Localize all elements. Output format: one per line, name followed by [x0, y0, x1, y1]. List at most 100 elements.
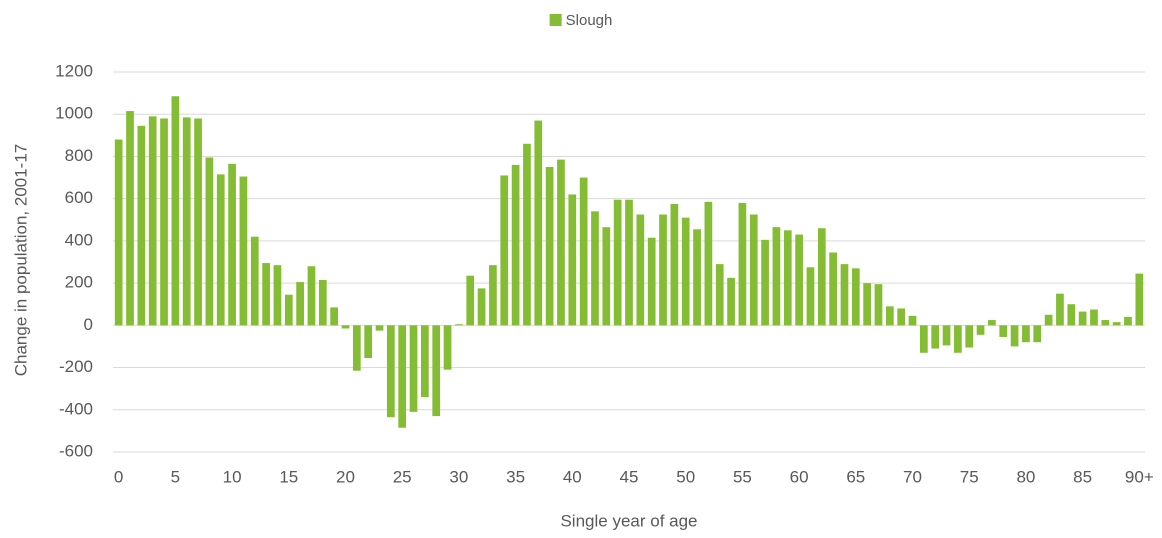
y-tick-label: 400: [65, 230, 93, 249]
bar: [250, 236, 259, 326]
y-tick-label: 1200: [55, 61, 93, 80]
y-tick-label: 0: [84, 315, 93, 334]
bar: [602, 227, 611, 326]
bar: [954, 325, 962, 353]
bar: [432, 325, 441, 417]
bar: [670, 203, 679, 326]
bar: [375, 325, 384, 331]
bar: [148, 116, 157, 326]
x-tick-label: 15: [279, 467, 298, 486]
x-tick-label: 50: [676, 467, 695, 486]
bar: [1022, 325, 1030, 343]
bar: [262, 263, 270, 326]
legend-label: Slough: [566, 12, 613, 29]
bar: [579, 177, 588, 326]
bar: [477, 288, 486, 326]
bar: [398, 325, 407, 428]
bar: [1044, 314, 1053, 326]
bar: [965, 325, 974, 348]
bar: [806, 267, 815, 326]
bar: [908, 315, 917, 326]
bar: [1135, 273, 1144, 326]
x-tick-label: 55: [733, 467, 752, 486]
x-tick-label: 45: [620, 467, 639, 486]
x-tick-label: 90+: [1125, 467, 1154, 486]
x-tick-label: 25: [393, 467, 412, 486]
bar: [1056, 293, 1064, 326]
x-tick-label: 35: [506, 467, 525, 486]
bar: [988, 320, 996, 326]
x-tick-label: 70: [903, 467, 922, 486]
y-axis-label: Change in population, 2001-17: [11, 144, 30, 377]
bar: [591, 211, 599, 326]
x-tick-label: 20: [336, 467, 355, 486]
bar: [466, 275, 475, 326]
x-axis-label: Single year of age: [560, 511, 697, 530]
bar: [228, 163, 236, 326]
bar: [885, 306, 894, 326]
bar: [636, 214, 645, 326]
bar: [613, 199, 622, 326]
bar: [216, 174, 225, 326]
bar: [659, 214, 667, 326]
bar: [772, 227, 781, 326]
y-tick-label: 200: [65, 273, 93, 292]
x-tick-label: 40: [563, 467, 582, 486]
bar: [511, 164, 520, 326]
bar: [715, 264, 724, 326]
bar: [352, 325, 361, 371]
x-tick-label: 65: [846, 467, 865, 486]
bar: [284, 294, 293, 326]
y-tick-label: -400: [59, 399, 93, 418]
bar: [545, 167, 554, 326]
bar: [931, 325, 940, 349]
bar: [126, 111, 134, 326]
y-tick-label: -200: [59, 357, 93, 376]
bar: [976, 325, 985, 335]
x-tick-label: 5: [171, 467, 180, 486]
x-tick-label: 10: [223, 467, 242, 486]
bar: [489, 265, 497, 326]
bar: [942, 325, 951, 346]
bar: [330, 307, 338, 326]
bar: [761, 239, 769, 326]
x-tick-label: 75: [960, 467, 979, 486]
y-tick-label: -600: [59, 441, 93, 460]
bar: [194, 118, 202, 326]
bar: [783, 230, 792, 326]
bar: [693, 229, 701, 326]
bar: [625, 199, 633, 326]
bar: [557, 159, 565, 326]
x-tick-label: 85: [1073, 467, 1092, 486]
bar: [1067, 304, 1076, 326]
bar: [817, 228, 826, 326]
y-tick-label: 1000: [55, 104, 93, 123]
bar: [182, 117, 191, 326]
bar: [1078, 311, 1087, 326]
bar: [1033, 325, 1042, 343]
bar: [318, 279, 327, 326]
bar: [681, 217, 690, 326]
bar: [874, 284, 883, 326]
bar: [1112, 322, 1121, 326]
bar: [114, 139, 123, 326]
bar: [1090, 309, 1098, 326]
bar: [1010, 325, 1019, 347]
bar: [863, 283, 872, 326]
bar: [296, 282, 304, 326]
bar: [1124, 316, 1132, 326]
bar: [704, 201, 713, 326]
bar: [421, 325, 429, 398]
bar: [171, 96, 180, 326]
bar: [840, 264, 849, 326]
x-tick-label: 80: [1016, 467, 1035, 486]
legend-swatch: [549, 14, 562, 26]
bar: [239, 176, 248, 326]
bar: [523, 143, 531, 326]
bar: [443, 325, 452, 370]
y-tick-label: 800: [65, 146, 93, 165]
bar: [307, 266, 316, 326]
bar: [920, 325, 928, 353]
bar: [727, 277, 735, 326]
